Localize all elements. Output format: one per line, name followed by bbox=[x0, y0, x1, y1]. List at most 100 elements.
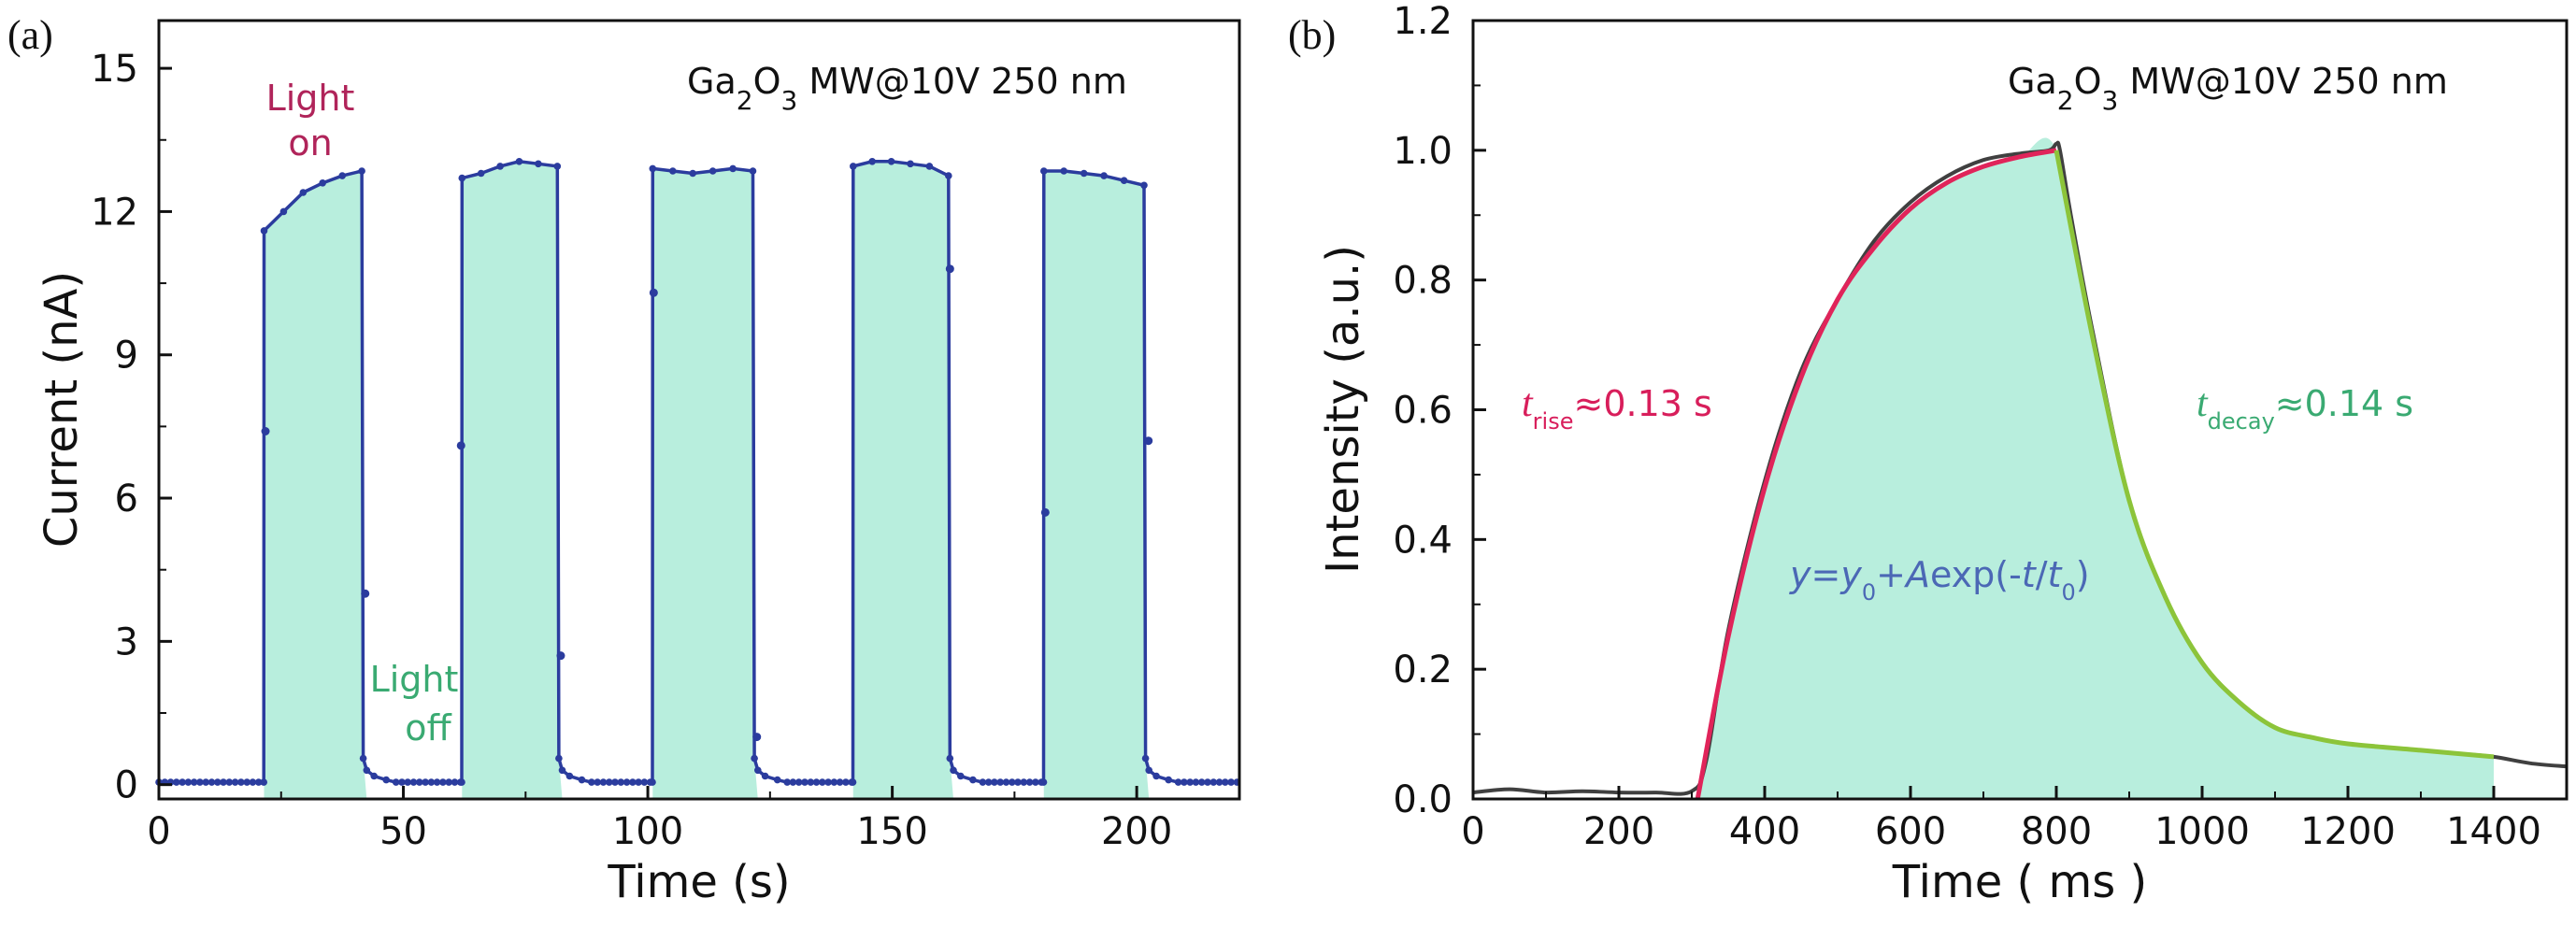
x-tick-label: 200 bbox=[1583, 810, 1654, 853]
data-point bbox=[243, 778, 251, 786]
data-point bbox=[458, 174, 466, 182]
transition-point bbox=[752, 733, 762, 742]
panel-b-rise-fit bbox=[1695, 148, 2057, 800]
transition-point bbox=[1144, 436, 1153, 446]
data-point bbox=[946, 754, 954, 763]
data-point bbox=[1014, 778, 1022, 786]
data-point bbox=[606, 778, 613, 786]
x-tick-label: 150 bbox=[856, 810, 927, 853]
panel-b-fill-area bbox=[1697, 137, 2494, 800]
panel-a-light-on-line2: on bbox=[288, 122, 332, 164]
y-tick-label: 1.2 bbox=[1393, 0, 1453, 43]
data-point bbox=[279, 207, 288, 216]
data-point bbox=[190, 778, 198, 786]
data-point bbox=[729, 164, 737, 173]
data-point bbox=[669, 167, 677, 175]
data-point bbox=[623, 778, 631, 786]
data-point bbox=[1140, 181, 1148, 190]
data-point bbox=[416, 778, 423, 786]
panel-a-x-ticks: 0 50 100 150 200 bbox=[147, 786, 1172, 853]
data-point bbox=[208, 778, 216, 786]
data-point bbox=[925, 163, 934, 170]
data-point bbox=[249, 778, 257, 786]
x-tick-label: 0 bbox=[147, 810, 170, 853]
panel-a: (a) 0 50 100 150 200 0 3 6 9 12 15 Time (s) Curre… bbox=[7, 12, 1241, 908]
y-tick-label: 0.4 bbox=[1393, 519, 1453, 562]
data-point bbox=[789, 778, 797, 786]
panel-b-x-axis-label: Time ( ms ) bbox=[1892, 856, 2147, 908]
data-point bbox=[254, 778, 263, 786]
panel-a-fills bbox=[264, 161, 1150, 800]
data-point bbox=[358, 167, 365, 175]
data-point bbox=[830, 778, 838, 786]
data-point bbox=[812, 778, 821, 786]
data-point bbox=[578, 776, 586, 784]
data-point bbox=[1032, 778, 1039, 786]
data-point bbox=[588, 778, 595, 786]
x-tick-label: 600 bbox=[1875, 810, 1946, 853]
pulse-fill-4 bbox=[852, 161, 953, 799]
panel-b-y-ticks: 0.0 0.2 0.4 0.6 0.8 1.0 1.2 bbox=[1393, 0, 1486, 821]
panel-a-light-off-line1: Light bbox=[370, 659, 459, 700]
data-point bbox=[173, 778, 180, 786]
data-point bbox=[319, 179, 327, 187]
data-point bbox=[1186, 778, 1194, 786]
data-point bbox=[979, 778, 987, 786]
data-point bbox=[850, 163, 857, 170]
data-point bbox=[969, 776, 977, 784]
data-point bbox=[359, 754, 367, 763]
data-point bbox=[907, 160, 914, 168]
data-point bbox=[1227, 778, 1235, 786]
transition-point bbox=[361, 589, 370, 598]
y-tick-label: 0 bbox=[115, 764, 138, 807]
data-point bbox=[1222, 778, 1229, 786]
panel-a-y-axis-label: Current (nA) bbox=[36, 271, 88, 548]
data-point bbox=[1020, 778, 1028, 786]
transition-point bbox=[556, 651, 565, 661]
data-point bbox=[565, 772, 574, 780]
data-point bbox=[179, 778, 186, 786]
data-point bbox=[836, 778, 844, 786]
data-point bbox=[196, 778, 204, 786]
x-tick-label: 200 bbox=[1101, 810, 1172, 853]
x-tick-label: 800 bbox=[2021, 810, 2092, 853]
data-point bbox=[842, 778, 850, 786]
data-point bbox=[1009, 778, 1016, 786]
y-tick-label: 0.8 bbox=[1393, 260, 1453, 303]
panel-b-rise-time-label: trise≈0.13 s bbox=[1522, 382, 1712, 435]
data-point bbox=[1204, 778, 1211, 786]
panel-a-sample-label: Ga2O3 MW@10V 250 nm bbox=[687, 61, 1127, 116]
data-point bbox=[1197, 778, 1206, 786]
data-point bbox=[451, 778, 459, 786]
panel-b-label: (b) bbox=[1288, 12, 1336, 58]
y-tick-label: 0.0 bbox=[1393, 778, 1453, 821]
x-tick-label: 1200 bbox=[2300, 810, 2396, 853]
data-point bbox=[824, 778, 832, 786]
pulse-fill-2 bbox=[462, 161, 563, 799]
data-point bbox=[754, 766, 762, 775]
data-point bbox=[392, 778, 400, 786]
panel-a-light-off-line2: off bbox=[405, 707, 451, 749]
data-point bbox=[299, 189, 308, 196]
transition-point bbox=[649, 288, 658, 297]
data-point bbox=[409, 778, 418, 786]
data-point bbox=[801, 778, 809, 786]
data-point bbox=[957, 772, 965, 780]
data-point bbox=[594, 778, 601, 786]
data-point bbox=[184, 778, 193, 786]
panel-b-x-ticks: 0 200 400 600 800 1000 1200 1400 bbox=[1461, 786, 2541, 853]
data-point bbox=[231, 778, 239, 786]
panel-b-decay-time-label: tdecay≈0.14 s bbox=[2197, 382, 2413, 435]
data-point bbox=[649, 778, 656, 786]
data-point bbox=[635, 778, 642, 786]
x-tick-label: 50 bbox=[379, 810, 427, 853]
data-point bbox=[477, 169, 485, 178]
panel-b-sample-label: Ga2O3 MW@10V 250 nm bbox=[2008, 61, 2448, 116]
data-point bbox=[439, 778, 447, 786]
y-tick-label: 1.0 bbox=[1393, 130, 1453, 173]
y-tick-label: 0.6 bbox=[1393, 390, 1453, 433]
transition-point bbox=[261, 426, 270, 435]
data-point bbox=[819, 778, 826, 786]
data-point bbox=[237, 778, 245, 786]
data-point bbox=[1174, 778, 1182, 786]
